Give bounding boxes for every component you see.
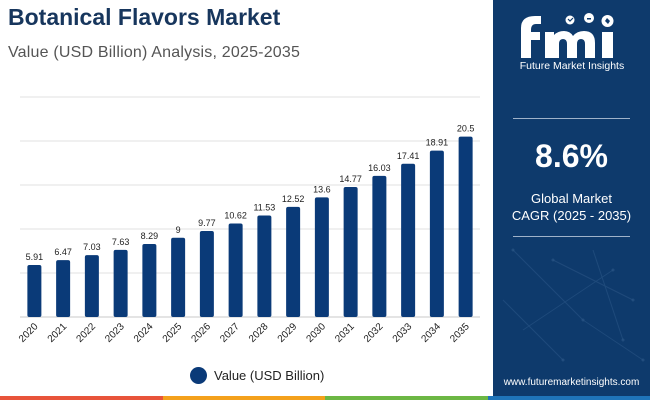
cagr-value: 8.6%	[535, 138, 608, 174]
data-label-2024: 8.29	[141, 231, 159, 241]
x-tick-label-2030: 2030	[304, 321, 328, 345]
footer-stripe-segment-4	[487, 396, 650, 400]
bar-2025[interactable]	[171, 237, 186, 317]
chart-legend: Value (USD Billion)	[190, 367, 324, 384]
bar-2020[interactable]	[27, 264, 42, 317]
cagr-label-line2: CAGR (2025 - 2035)	[511, 208, 632, 223]
cagr-label-line1: Global Market	[531, 191, 612, 206]
x-tick-label-2032: 2032	[362, 321, 386, 345]
x-tick-label-2028: 2028	[247, 321, 271, 345]
data-label-2034: 18.91	[426, 138, 449, 148]
x-tick-label-2027: 2027	[218, 321, 242, 345]
data-label-2020: 5.91	[26, 252, 44, 262]
x-tick-label-2029: 2029	[276, 321, 300, 345]
legend-swatch	[190, 367, 207, 384]
data-label-2035: 20.5	[457, 124, 475, 134]
fmi-logo: Future Market Insights	[507, 6, 637, 72]
bar-2024[interactable]	[142, 244, 157, 317]
logo-caption: Future Market Insights	[519, 60, 625, 72]
bar-2023[interactable]	[113, 249, 128, 317]
x-tick-label-2035: 2035	[448, 321, 472, 345]
data-label-2026: 9.77	[198, 218, 216, 228]
website-link[interactable]: www.futuremarketinsights.com	[503, 377, 640, 388]
x-tick-label-2021: 2021	[46, 321, 70, 345]
data-label-2027: 10.62	[224, 211, 247, 221]
data-label-2033: 17.41	[397, 151, 420, 161]
data-label-2031: 14.77	[339, 174, 362, 184]
data-label-2021: 6.47	[54, 247, 72, 257]
x-tick-label-2031: 2031	[333, 321, 357, 345]
bar-2022[interactable]	[84, 255, 99, 317]
data-label-2029: 12.52	[282, 194, 305, 204]
bar-2027[interactable]	[228, 223, 243, 317]
sidebar-divider-top	[513, 118, 630, 119]
bar-2034[interactable]	[429, 150, 444, 317]
bar-2031[interactable]	[343, 187, 358, 317]
x-tick-label-2025: 2025	[161, 321, 185, 345]
sidebar-panel: Future Market Insights 8.6% Global Marke…	[493, 0, 650, 396]
bar-2032[interactable]	[372, 175, 387, 317]
bar-2021[interactable]	[56, 260, 71, 317]
x-tick-label-2020: 2020	[17, 321, 41, 345]
bar-2029[interactable]	[286, 206, 301, 317]
bar-2030[interactable]	[314, 197, 329, 317]
sidebar-divider-bottom	[513, 236, 630, 237]
bar-chart: 5.91 2020 6.47 2021 7.03 2022 7.63 2023 8.29 2024…	[17, 96, 480, 345]
footer-stripe-segment-1	[0, 396, 163, 400]
x-tick-label-2033: 2033	[391, 321, 415, 345]
x-tick-label-2024: 2024	[132, 321, 156, 345]
x-tick-label-2022: 2022	[74, 321, 98, 345]
bar-2026[interactable]	[199, 231, 214, 317]
legend-label: Value (USD Billion)	[214, 368, 325, 383]
bar-2033[interactable]	[401, 163, 416, 317]
data-label-2022: 7.03	[83, 242, 101, 252]
chart-title: Botanical Flavors Market	[8, 4, 281, 30]
x-tick-label-2026: 2026	[189, 321, 213, 345]
data-label-2025: 9	[176, 225, 181, 235]
bar-2035[interactable]	[458, 136, 473, 317]
footer-stripe	[0, 396, 650, 400]
data-label-2023: 7.63	[112, 237, 130, 247]
fmi-logo-mark	[521, 13, 614, 58]
footer-stripe-segment-2	[162, 396, 325, 400]
x-tick-label-2023: 2023	[103, 321, 127, 345]
footer-stripe-segment-3	[325, 396, 488, 400]
chart-subtitle: Value (USD Billion) Analysis, 2025-2035	[8, 44, 301, 61]
data-label-2030: 13.6	[313, 184, 331, 194]
cagr-label: Global Market CAGR (2025 - 2035)	[493, 190, 650, 224]
bar-2028[interactable]	[257, 215, 272, 317]
data-label-2032: 16.03	[368, 163, 391, 173]
data-label-2028: 11.53	[253, 203, 275, 213]
x-tick-label-2034: 2034	[419, 321, 443, 345]
sidebar-texture	[502, 248, 645, 362]
